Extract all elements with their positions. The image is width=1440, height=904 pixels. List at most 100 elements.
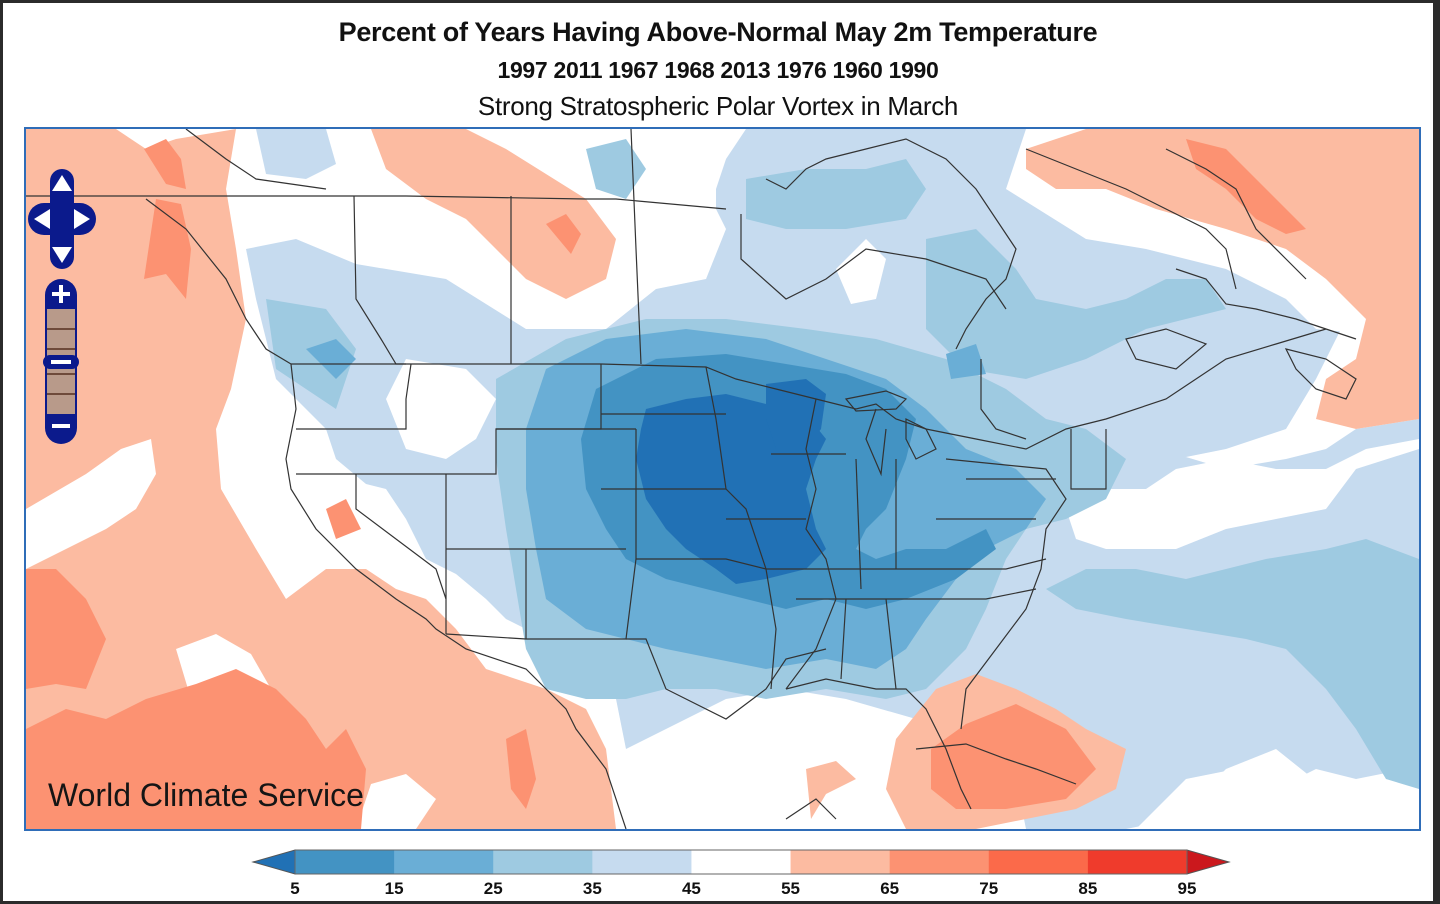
contour-pacific-65b: [26, 669, 366, 829]
colorbar-tick-label: 5: [290, 879, 300, 898]
zoom-handle-grip: [51, 360, 71, 364]
zoom-in-button[interactable]: [52, 285, 70, 303]
contour-washington-25: [306, 339, 356, 379]
contour-atlantic-35: [1046, 539, 1419, 789]
colorbar-bin-65-75: [889, 850, 990, 874]
contour-hudson-35: [926, 229, 1226, 379]
labrador-north-coast: [1165, 148, 1307, 280]
colorbar-tick-label: 85: [1078, 879, 1098, 898]
contour-alaska-65a: [144, 139, 186, 189]
missouri-river-border: [705, 366, 777, 690]
ungava-coast: [1025, 148, 1237, 290]
zoom-out-button[interactable]: [52, 424, 70, 428]
lake-superior: [844, 390, 908, 412]
cuba-coast: [915, 743, 1077, 785]
pan-control[interactable]: [28, 169, 96, 269]
ontario-quebec-border: [980, 359, 1027, 440]
contour-gulf-warm: [806, 761, 856, 819]
us-canada-border: [291, 328, 1327, 450]
colorbar-tick-label: 25: [483, 879, 503, 898]
map-title: Percent of Years Having Above-Normal May…: [338, 17, 1098, 47]
newfoundland: [1284, 348, 1357, 400]
manitoba-ontario-border: [740, 214, 1007, 310]
colorbar-tick-label: 75: [979, 879, 999, 898]
map-viewport[interactable]: World Climate Service: [24, 127, 1421, 831]
colorbar-under-arrow: [251, 849, 296, 875]
washington-oregon-border: [296, 363, 412, 430]
california-nevada-border: [355, 474, 447, 634]
mississippi-river: [785, 398, 837, 690]
map-subtitle: Strong Stratospheric Polar Vortex in Mar…: [477, 91, 959, 121]
plus-icon-vertical: [59, 285, 63, 303]
bc-coast: [145, 198, 292, 365]
colorbar-bin-45-55: [691, 850, 792, 874]
gulf-st-lawrence: [1125, 328, 1208, 370]
kansas-south-border: [636, 558, 767, 570]
lake-huron: [905, 418, 937, 460]
colorbar-bin-15-25: [394, 850, 494, 874]
hudson-bay-coast: [765, 138, 1017, 350]
contour-pacific-white-1: [26, 439, 156, 569]
pan-right-icon[interactable]: [74, 209, 90, 229]
texas-border: [626, 638, 827, 720]
contour-east-white: [1066, 439, 1419, 549]
contour-canada-white-2: [836, 239, 886, 304]
colorbar-over-arrow: [1186, 849, 1231, 875]
contour-pacific-65a: [26, 569, 106, 689]
credit-label: World Climate Service: [48, 777, 364, 813]
contour-nw-canada-35: [586, 139, 646, 199]
colorbar-bin-55-65: [790, 850, 891, 874]
pan-down-icon[interactable]: [52, 247, 72, 263]
yucatan-coast: [785, 798, 837, 820]
gulf-coast: [785, 678, 972, 810]
tennessee-south-border: [796, 588, 1037, 600]
contour-central-5b: [766, 379, 826, 449]
contour-atlantic-white: [1136, 769, 1419, 829]
analog-years: 1997 2011 1967 1968 2013 1976 1960 1990: [497, 57, 939, 83]
colorbar-tick-label: 65: [880, 879, 900, 898]
tennessee-north-border: [766, 558, 1047, 570]
sask-manitoba-border: [630, 129, 642, 365]
contour-ontario-25: [946, 344, 986, 379]
contour-prairie-warm: [371, 129, 616, 299]
mississippi-alabama-border: [840, 598, 847, 680]
contour-map: [26, 129, 1419, 829]
colorbar-tick-label: 35: [582, 879, 602, 898]
pan-horizontal-bar: [28, 203, 96, 235]
zoom-control[interactable]: [43, 279, 79, 444]
colorbar-bin-85-95: [1087, 850, 1188, 874]
colorbar-bin-25-35: [493, 850, 593, 874]
page: Percent of Years Having Above-Normal May…: [3, 3, 1433, 901]
minus-icon: [52, 424, 70, 428]
alabama-georgia-border: [885, 598, 897, 690]
pan-up-icon[interactable]: [52, 175, 72, 191]
contour-canada-north-35: [746, 159, 926, 229]
labrador-coast: [1175, 268, 1357, 340]
us-canada-border-west: [26, 195, 727, 210]
colorbar-tick-label: 55: [781, 879, 801, 898]
contour-pacific-white-3: [356, 774, 436, 829]
contour-nw-white: [386, 359, 496, 459]
colorbar-tick-label: 95: [1177, 879, 1197, 898]
colorbar-tick-label: 45: [681, 879, 701, 898]
colorbar-tick-label: 15: [384, 879, 404, 898]
colorbar-bin-75-85: [988, 850, 1089, 874]
contour-pacific-warm: [26, 129, 616, 829]
colorbar-frame: [294, 849, 1188, 875]
contour-prairie-65: [546, 214, 581, 254]
contour-baja-65a: [326, 499, 361, 539]
contour-labrador-65: [1186, 139, 1306, 234]
colorbar: [251, 849, 1231, 875]
alaska-yukon: [185, 129, 327, 190]
colorbar-bin-35-45: [592, 850, 692, 874]
pan-left-icon[interactable]: [34, 209, 50, 229]
contour-caribbean-65: [931, 704, 1096, 809]
contour-canada-cool: [256, 129, 336, 179]
contour-baja-65b: [506, 729, 536, 809]
illinois-indiana-border: [855, 458, 862, 590]
pacific-coast: [285, 363, 627, 829]
contour-labrador-warm: [1026, 129, 1419, 429]
political-boundaries: [26, 129, 1357, 829]
new-england-borders: [1070, 429, 1107, 490]
colorbar-bin-5-15: [295, 850, 395, 874]
